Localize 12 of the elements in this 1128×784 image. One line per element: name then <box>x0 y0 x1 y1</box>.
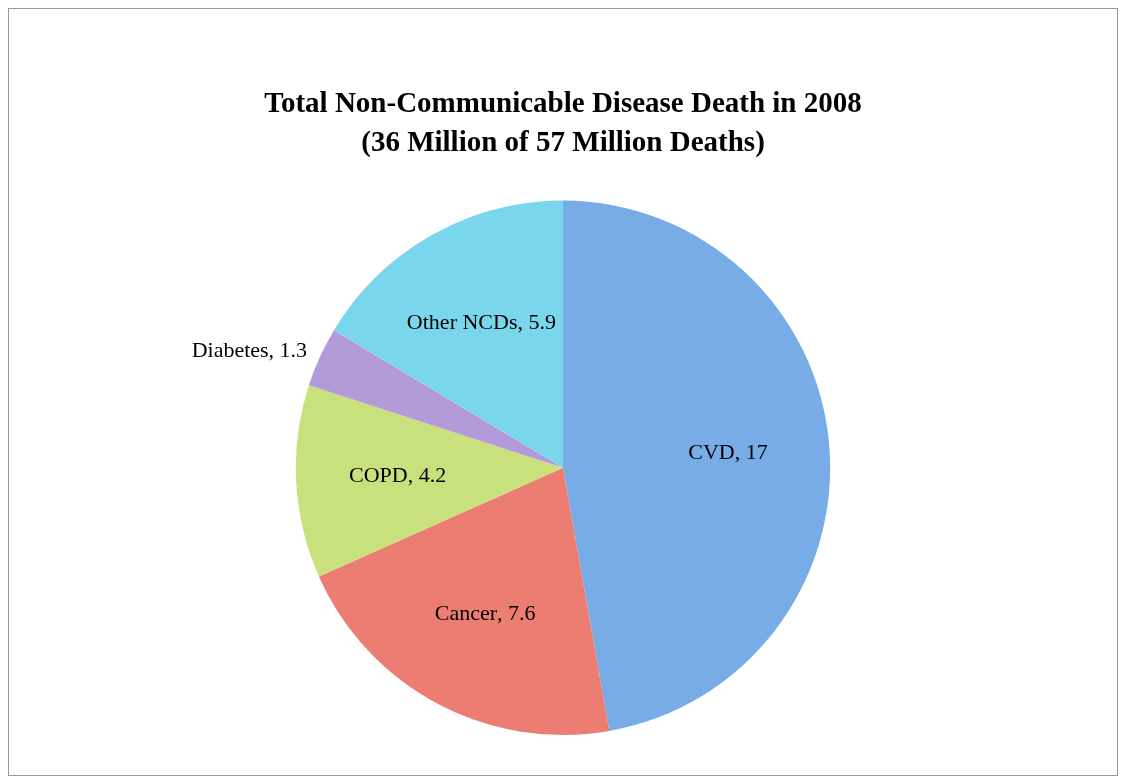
data-label: , 17 <box>734 439 768 465</box>
data-label: , 4.2 <box>407 462 447 488</box>
slice-label: CVD <box>688 439 735 465</box>
chart-subtitle: (36 Million of 57 Million Deaths) <box>361 124 765 158</box>
data-label: , 1.3 <box>268 336 308 362</box>
slice-label: Diabetes <box>191 336 269 362</box>
slice-label: Other NCDs <box>406 309 518 335</box>
slice-label: COPD <box>348 462 408 488</box>
chart-title: Total Non-Communicable Disease Death in 2008 <box>264 85 862 118</box>
data-label: , 5.9 <box>517 309 556 335</box>
data-label: , 7.6 <box>497 599 536 625</box>
slice-label: Cancer <box>434 599 498 625</box>
